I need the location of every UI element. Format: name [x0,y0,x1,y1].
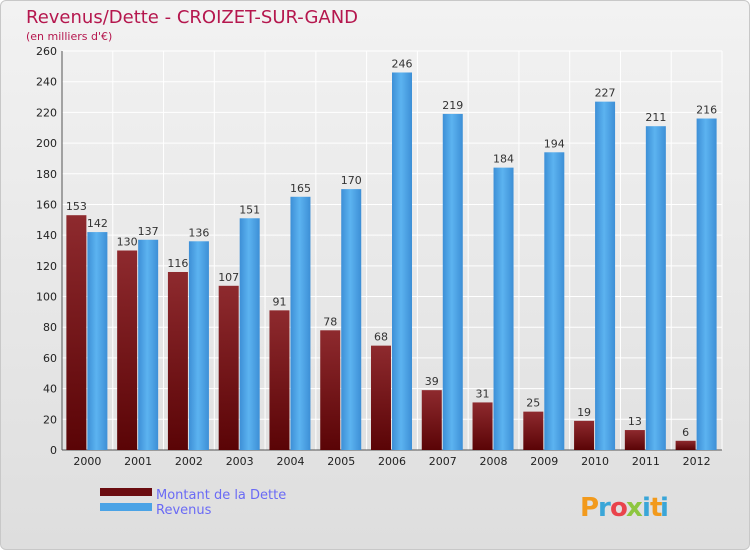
bar-debt [421,390,442,450]
data-label-revenus: 136 [188,226,209,239]
data-label-debt: 25 [526,397,540,410]
x-tick-label: 2007 [429,455,457,468]
x-tick-label: 2001 [124,455,152,468]
bar-debt [574,420,595,450]
bar-debt [523,411,544,450]
y-tick-label: 240 [36,76,57,89]
bar-revenus [239,218,260,450]
x-tick-label: 2006 [378,455,406,468]
y-tick-label: 200 [36,137,57,150]
bar-revenus [290,196,311,450]
data-label-debt: 19 [577,406,591,419]
y-tick-label: 20 [43,413,57,426]
bar-revenus [188,241,209,450]
y-tick-label: 120 [36,260,57,273]
x-tick-label: 2010 [581,455,609,468]
y-tick-label: 160 [36,198,57,211]
data-label-revenus: 227 [595,87,616,100]
bar-debt [675,440,696,450]
chart-subtitle: (en milliers d'€) [26,30,112,43]
legend-label-revenus: Revenus [156,503,212,518]
bar-debt [320,330,341,450]
bar-revenus [442,113,463,451]
x-tick-label: 2008 [480,455,508,468]
y-tick-label: 80 [43,321,57,334]
logo-letter: x [626,493,644,523]
x-tick-label: 2000 [73,455,101,468]
bar-revenus [87,232,108,450]
bar-revenus [595,101,616,451]
data-label-revenus: 219 [442,99,463,112]
legend-swatch-revenus [100,503,152,511]
bar-revenus [341,189,362,450]
x-tick-label: 2012 [683,455,711,468]
y-tick-label: 0 [50,444,57,457]
data-label-debt: 13 [628,415,642,428]
logo-letter: r [598,493,612,523]
data-label-debt: 91 [272,295,286,308]
logo-letter: i [642,493,652,523]
bar-revenus [392,72,412,450]
y-tick-label: 220 [36,106,57,119]
data-label-debt: 153 [66,200,87,213]
bar-debt [117,250,138,450]
bar-debt [624,430,645,450]
bar-revenus [544,152,565,451]
y-tick-label: 180 [36,168,57,181]
logo-letter: o [610,493,629,523]
bar-revenus [645,126,666,450]
bar-debt [472,402,493,450]
y-tick-label: 60 [43,352,57,365]
data-label-debt: 107 [218,271,239,284]
bar-debt [66,215,87,450]
bar-revenus [138,239,159,450]
data-label-debt: 78 [323,315,337,328]
data-label-revenus: 142 [87,217,108,230]
label-layer: 1531421301371161361071519116578170682463… [66,57,717,438]
data-label-revenus: 151 [239,203,260,216]
bar-revenus [493,167,514,450]
chart-title: Revenus/Dette - CROIZET-SUR-GAND [26,7,358,28]
logo-letter: t [650,493,663,523]
data-label-debt: 130 [117,236,138,249]
y-tick-label: 260 [36,45,57,58]
data-label-debt: 31 [476,387,490,400]
x-tick-label: 2011 [632,455,660,468]
data-label-revenus: 184 [493,153,514,166]
legend-swatch-debt [100,488,152,496]
data-label-debt: 39 [425,375,439,388]
data-label-revenus: 165 [290,182,311,195]
y-tick-label: 140 [36,229,57,242]
x-tick-label: 2005 [327,455,355,468]
data-label-revenus: 216 [696,104,717,117]
x-tick-label: 2004 [276,455,304,468]
data-label-revenus: 194 [544,137,565,150]
bar-debt [269,310,290,450]
data-label-revenus: 170 [341,174,362,187]
bar-debt [218,285,239,450]
x-tick-label: 2003 [226,455,254,468]
data-label-debt: 116 [167,257,188,270]
data-label-revenus: 137 [138,225,159,238]
x-tick-label: 2009 [530,455,558,468]
logo-letter: P [580,493,600,523]
data-label-revenus: 211 [645,111,666,124]
bar-revenus [696,118,717,451]
y-tick-label: 100 [36,291,57,304]
x-tick-label: 2002 [175,455,203,468]
bar-debt [371,345,391,450]
data-label-debt: 6 [682,426,689,439]
bar-debt [167,271,188,450]
legend-label-debt: Montant de la Dette [156,488,286,503]
logo-letter: i [660,493,670,523]
bar-layer [66,72,717,451]
data-label-debt: 68 [374,331,388,344]
data-label-revenus: 246 [392,57,413,70]
y-tick-label: 40 [43,383,57,396]
